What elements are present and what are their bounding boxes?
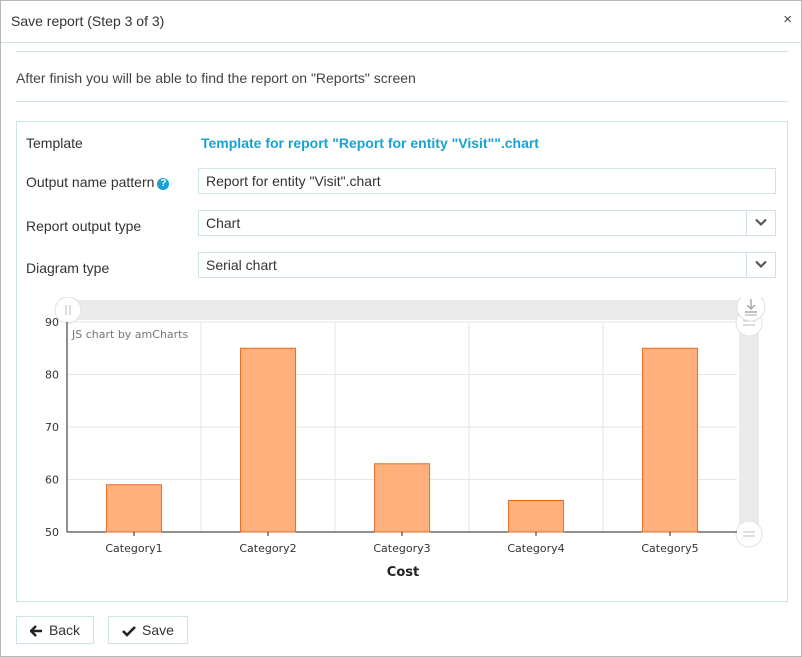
serial-chart: 50 60 70 80 90 Category1 Category2 Category3 Cat…: [37, 292, 767, 587]
output-type-value: Chart: [206, 215, 241, 231]
output-name-input[interactable]: [198, 168, 776, 194]
x-tick-label: Category3: [373, 542, 430, 555]
y-tick-label: 50: [45, 526, 59, 539]
help-icon[interactable]: ?: [157, 178, 170, 190]
bar-category1[interactable]: [106, 484, 162, 533]
y-tick-label: 80: [45, 369, 59, 382]
back-button-label: Back: [48, 622, 81, 638]
divider-top: [16, 51, 788, 52]
close-icon[interactable]: ×: [783, 11, 792, 28]
divider-bottom: [16, 101, 788, 102]
chevron-down-icon[interactable]: [746, 253, 775, 277]
save-button[interactable]: Save: [108, 616, 188, 644]
bar-category2[interactable]: [240, 347, 296, 533]
output-type-select[interactable]: Chart: [198, 210, 776, 236]
diagram-type-label: Diagram type: [26, 260, 110, 276]
diagram-type-select[interactable]: Serial chart: [198, 252, 776, 278]
x-tick-label: Category5: [641, 542, 698, 555]
report-form-panel: Template Template for report "Report for…: [16, 121, 788, 602]
output-name-label-text: Output name pattern: [26, 174, 155, 190]
output-name-label: Output name pattern?: [26, 174, 170, 190]
info-text: After finish you will be able to find th…: [16, 70, 416, 86]
chart-credit: JS chart by amCharts: [71, 328, 188, 341]
dialog-header: Save report (Step 3 of 3) ×: [1, 1, 801, 43]
scroll-grip-left[interactable]: [54, 296, 82, 324]
back-button[interactable]: Back: [16, 616, 94, 644]
x-tick-label: Category4: [507, 542, 564, 555]
x-tick-label: Category1: [105, 542, 162, 555]
chart-svg: 50 60 70 80 90 Category1 Category2 Category3 Cat…: [45, 292, 766, 580]
x-tick-label: Category2: [239, 542, 296, 555]
scroll-grip-bottom[interactable]: [735, 520, 763, 548]
chevron-down-icon[interactable]: [746, 211, 775, 235]
y-tick-label: 60: [45, 474, 59, 487]
diagram-type-value: Serial chart: [206, 257, 277, 273]
chart-scrollbar-vertical[interactable]: [739, 307, 759, 533]
save-button-label: Save: [142, 622, 174, 638]
bar-category5[interactable]: [642, 347, 698, 533]
dialog-title: Save report (Step 3 of 3): [11, 13, 165, 29]
check-icon: [122, 626, 136, 637]
output-type-label: Report output type: [26, 218, 142, 234]
export-download-icon[interactable]: [736, 292, 766, 322]
y-tick-label: 70: [45, 421, 59, 434]
bar-category3[interactable]: [374, 463, 430, 533]
y-tick-label: 90: [45, 316, 59, 329]
x-axis-title: Cost: [387, 565, 419, 580]
template-label: Template: [26, 135, 83, 151]
arrow-left-icon: [29, 625, 42, 637]
chart-scrollbar-horizontal[interactable]: [67, 300, 759, 320]
bar-category4[interactable]: [508, 500, 564, 533]
template-link[interactable]: Template for report "Report for entity "…: [201, 135, 539, 151]
